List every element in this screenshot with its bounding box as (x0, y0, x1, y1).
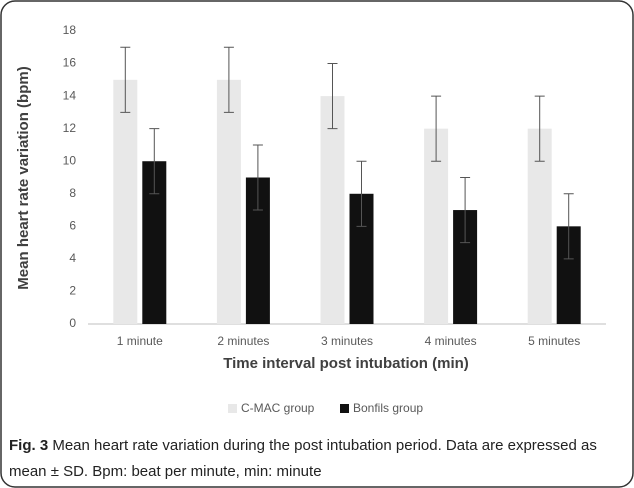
x-tick-label: 5 minutes (528, 334, 580, 348)
caption-text: Mean heart rate variation during the pos… (9, 437, 597, 480)
y-tick-label: 8 (69, 186, 76, 200)
error-bar (252, 144, 263, 211)
error-bar (327, 63, 338, 130)
x-tick-label: 2 minutes (217, 334, 269, 348)
bar (216, 79, 241, 324)
y-tick-label: 6 (69, 219, 76, 233)
error-bar (120, 46, 131, 113)
x-tick-label: 4 minutes (425, 334, 477, 348)
legend-label: Bonfils group (353, 401, 423, 415)
error-bar (223, 46, 234, 113)
y-tick-label: 18 (63, 23, 77, 37)
y-tick-label: 12 (63, 121, 77, 135)
bar (113, 79, 138, 324)
legend-label: C-MAC group (241, 401, 315, 415)
y-axis-title: Mean heart rate variation (bpm) (15, 66, 32, 289)
y-tick-label: 0 (69, 316, 76, 330)
error-bar (356, 160, 367, 227)
legend-swatch (340, 404, 349, 413)
legend-swatch (228, 404, 237, 413)
y-tick-label: 2 (69, 284, 76, 298)
caption: Fig. 3 Mean heart rate variation during … (9, 433, 625, 485)
x-axis-title: Time interval post intubation (min) (223, 355, 469, 372)
caption-label: Fig. 3 (9, 437, 49, 454)
y-tick-label: 10 (63, 153, 77, 167)
y-tick-label: 14 (63, 88, 77, 102)
x-tick-label: 1 minute (117, 334, 163, 348)
error-bar (563, 193, 574, 260)
y-tick-label: 4 (69, 251, 76, 265)
y-tick-label: 16 (63, 56, 77, 70)
x-tick-label: 3 minutes (321, 334, 373, 348)
error-bar (431, 95, 442, 162)
bar (320, 96, 345, 324)
error-bar (534, 95, 545, 162)
error-bar (460, 177, 471, 244)
error-bar (149, 128, 160, 195)
